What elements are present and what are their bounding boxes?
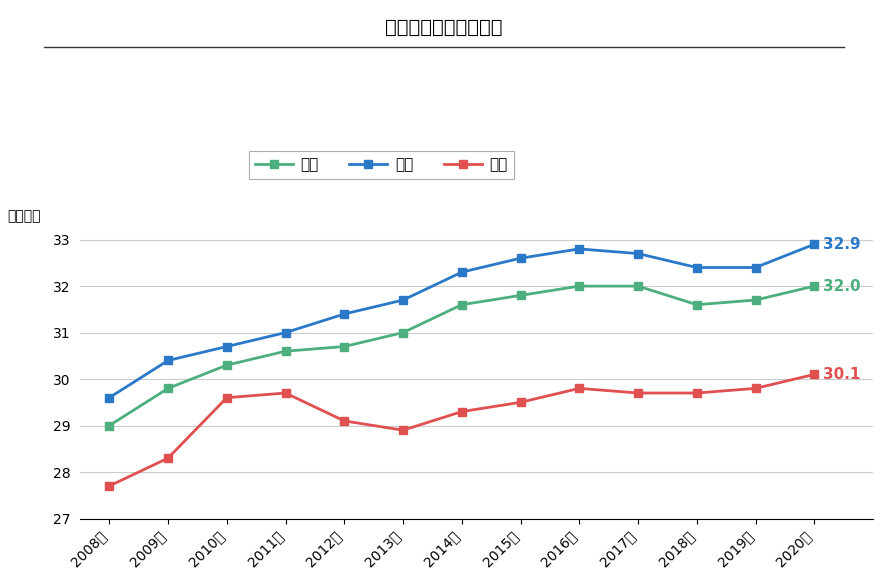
女性 [163, 454, 173, 461]
全体 [456, 301, 467, 308]
Y-axis label: （年齢）: （年齢） [8, 208, 41, 223]
全体 [221, 361, 232, 369]
男性 [221, 343, 232, 350]
男性 [104, 394, 115, 401]
男性 [692, 264, 702, 271]
全体 [339, 343, 350, 350]
全体 [692, 301, 702, 308]
女性 [809, 371, 820, 378]
全体 [632, 283, 643, 290]
女性 [750, 385, 761, 392]
Text: 32.0: 32.0 [823, 279, 860, 294]
全体 [750, 297, 761, 304]
Text: 30.1: 30.1 [823, 367, 860, 382]
男性 [339, 311, 350, 318]
Text: 転職成功者の平均年齢: 転職成功者の平均年齢 [385, 18, 503, 37]
男性 [515, 255, 526, 262]
全体 [574, 283, 584, 290]
全体 [281, 347, 291, 354]
全体 [515, 292, 526, 299]
男性 [456, 269, 467, 276]
Legend: 全体, 男性, 女性: 全体, 男性, 女性 [249, 151, 514, 179]
男性 [632, 250, 643, 257]
女性 [632, 390, 643, 397]
男性 [809, 241, 820, 248]
女性 [339, 418, 350, 425]
女性 [692, 390, 702, 397]
Line: 全体: 全体 [105, 282, 819, 430]
Line: 女性: 女性 [105, 370, 819, 490]
全体 [104, 422, 115, 429]
男性 [163, 357, 173, 364]
女性 [398, 427, 408, 434]
男性 [574, 245, 584, 252]
女性 [574, 385, 584, 392]
Line: 男性: 男性 [105, 240, 819, 402]
男性 [281, 329, 291, 336]
女性 [221, 394, 232, 401]
男性 [750, 264, 761, 271]
男性 [398, 297, 408, 304]
女性 [515, 399, 526, 406]
Text: 32.9: 32.9 [823, 237, 860, 252]
全体 [398, 329, 408, 336]
全体 [163, 385, 173, 392]
全体 [809, 283, 820, 290]
女性 [104, 482, 115, 489]
女性 [281, 390, 291, 397]
女性 [456, 408, 467, 415]
